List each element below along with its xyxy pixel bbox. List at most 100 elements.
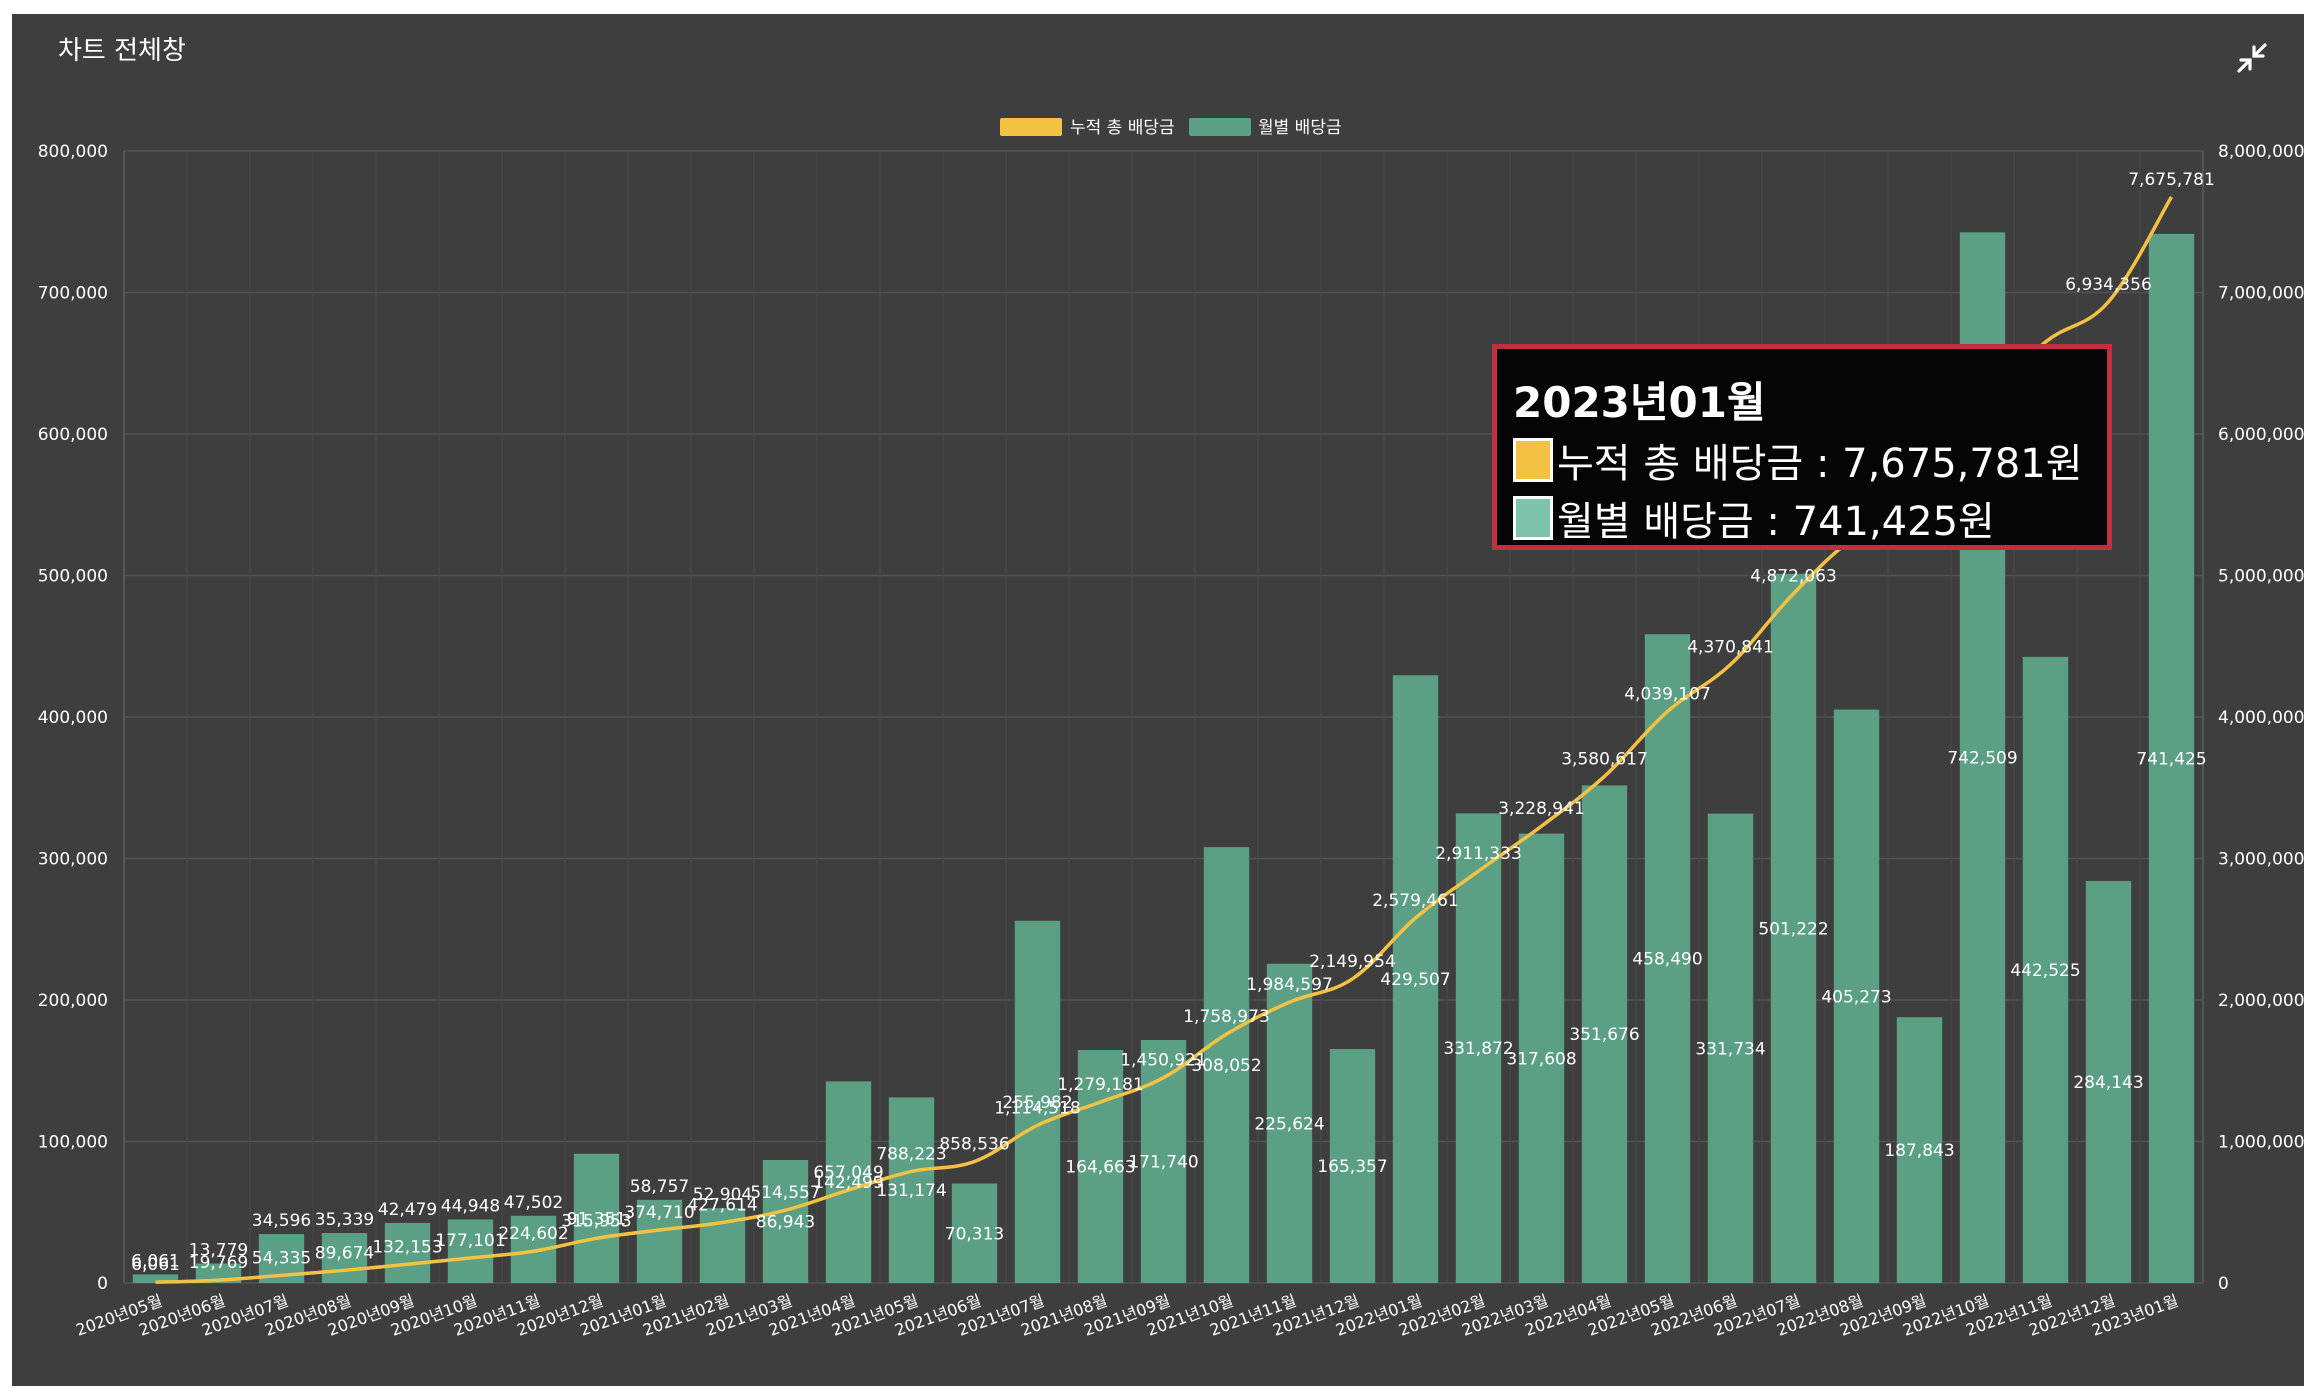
line-data-label: 858,536 <box>939 1135 1009 1155</box>
bar <box>1833 709 1880 1283</box>
y-left-tick-label: 0 <box>97 1274 108 1294</box>
line-data-label: 1,279,181 <box>1057 1075 1144 1095</box>
tooltip-row-cumulative: 누적 총 배당금 : 7,675,781원 <box>1513 431 2083 489</box>
bar-data-label: 442,525 <box>2010 961 2080 981</box>
bar-data-label: 34,596 <box>252 1211 311 1231</box>
legend-label-monthly: 월별 배당금 <box>1258 118 1342 138</box>
line-data-label: 89,674 <box>315 1243 374 1263</box>
bar-data-label: 458,490 <box>1632 950 1702 970</box>
bar-data-label: 6,061 <box>131 1251 180 1271</box>
bar-data-label: 13,779 <box>189 1241 248 1261</box>
line-data-label: 657,049 <box>813 1163 883 1183</box>
line-data-label: 224,602 <box>498 1224 568 1244</box>
bar-data-label: 165,357 <box>1317 1157 1387 1177</box>
bar-data-label: 142,499 <box>813 1173 883 1193</box>
bar <box>132 1274 179 1283</box>
tooltip-swatch-monthly <box>1513 496 1553 540</box>
y-right-tick-label: 2,000,000 <box>2218 991 2305 1011</box>
y-left-tick-label: 700,000 <box>38 284 108 304</box>
y-right-tick-label: 3,000,000 <box>2218 850 2305 870</box>
tooltip-cumulative-text: 누적 총 배당금 : 7,675,781원 <box>1557 441 2083 487</box>
line-data-label: 2,579,461 <box>1372 891 1459 911</box>
window-title: 차트 전체창 <box>58 36 186 66</box>
line-data-label: 1,114,518 <box>994 1098 1081 1118</box>
bar-data-label: 47,502 <box>504 1193 563 1213</box>
y-left-tick-label: 500,000 <box>38 567 108 587</box>
line-data-label: 1,758,973 <box>1183 1007 1270 1027</box>
line-data-label: 4,370,841 <box>1687 638 1774 658</box>
bar-data-label: 58,757 <box>630 1177 689 1197</box>
line-data-label: 54,335 <box>252 1248 311 1268</box>
bar-data-label: 331,734 <box>1695 1039 1765 1059</box>
line-data-label: 514,557 <box>750 1183 820 1203</box>
bar-data-label: 187,843 <box>1884 1141 1954 1161</box>
line-data-label: 4,872,063 <box>1750 567 1837 587</box>
bar <box>1077 1050 1124 1283</box>
bar-data-label: 35,339 <box>315 1210 374 1230</box>
bar <box>1581 785 1628 1283</box>
bar-data-label: 308,052 <box>1191 1056 1261 1076</box>
line-data-label: 427,614 <box>687 1195 757 1215</box>
bar-data-label: 86,943 <box>756 1212 815 1232</box>
line-data-label: 788,223 <box>876 1144 946 1164</box>
chart-tooltip: 2023년01월 누적 총 배당금 : 7,675,781원 월별 배당금 : … <box>1492 344 2112 550</box>
tooltip-row-monthly: 월별 배당금 : 741,425원 <box>1513 489 1995 547</box>
line-data-label: 2,149,954 <box>1309 952 1396 972</box>
collapse-button[interactable] <box>2232 38 2272 78</box>
y-right-tick-label: 1,000,000 <box>2218 1133 2305 1153</box>
bar <box>573 1153 620 1283</box>
y-left-tick-label: 300,000 <box>38 850 108 870</box>
tooltip-monthly-text: 월별 배당금 : 741,425원 <box>1557 499 1995 545</box>
bar <box>1266 963 1313 1283</box>
bar-data-label: 317,608 <box>1506 1049 1576 1069</box>
line-data-label: 315,953 <box>561 1211 631 1231</box>
bar <box>1014 920 1061 1283</box>
bar <box>888 1097 935 1283</box>
y-left-tick-label: 600,000 <box>38 425 108 445</box>
bar-data-label: 44,948 <box>441 1196 500 1216</box>
y-left-tick-label: 200,000 <box>38 991 108 1011</box>
tooltip-swatch-cumulative <box>1513 438 1553 482</box>
bar-data-label: 405,273 <box>1821 987 1891 1007</box>
line-data-label: 7,675,781 <box>2128 170 2215 190</box>
bar-data-label: 70,313 <box>945 1224 1004 1244</box>
y-right-tick-label: 7,000,000 <box>2218 284 2305 304</box>
bar <box>384 1222 431 1283</box>
bar-data-label: 741,425 <box>2136 749 2206 769</box>
bar <box>636 1199 683 1283</box>
bar-data-label: 42,479 <box>378 1200 437 1220</box>
line-data-label: 19,769 <box>189 1253 248 1273</box>
bar-data-label: 255,982 <box>1002 1093 1072 1113</box>
bar-data-label: 429,507 <box>1380 970 1450 990</box>
bar <box>825 1081 872 1283</box>
bar-data-label: 164,663 <box>1065 1158 1135 1178</box>
bar-data-label: 331,872 <box>1443 1039 1513 1059</box>
bar <box>2022 656 2069 1283</box>
bar <box>1707 813 1754 1283</box>
bar <box>951 1183 998 1283</box>
bar-data-label: 225,624 <box>1254 1114 1324 1134</box>
bar <box>1455 813 1502 1283</box>
collapse-arrows-icon <box>2237 43 2267 73</box>
bar <box>1140 1039 1187 1283</box>
y-right-tick-label: 5,000,000 <box>2218 567 2305 587</box>
bar <box>321 1232 368 1283</box>
legend: 누적 총 배당금 월별 배당금 <box>1000 118 1342 138</box>
line-data-label: 4,039,107 <box>1624 684 1711 704</box>
bar <box>1896 1017 1943 1283</box>
line-data-label: 177,101 <box>435 1231 505 1251</box>
legend-label-cumulative: 누적 총 배당금 <box>1070 118 1175 138</box>
bar <box>1329 1049 1376 1283</box>
line-data-label: 6,061 <box>131 1255 180 1275</box>
line-data-label: 6,934,356 <box>2065 275 2152 295</box>
bar-data-label: 742,509 <box>1947 749 2017 769</box>
bar <box>1644 634 1691 1283</box>
bar <box>1392 675 1439 1283</box>
bar <box>1770 573 1817 1283</box>
tooltip-title: 2023년01월 <box>1513 378 1766 427</box>
y-left-tick-label: 800,000 <box>38 142 108 162</box>
bar-data-label: 284,143 <box>2073 1073 2143 1093</box>
line-data-label: 1,984,597 <box>1246 975 1333 995</box>
y-left-tick-label: 400,000 <box>38 708 108 728</box>
